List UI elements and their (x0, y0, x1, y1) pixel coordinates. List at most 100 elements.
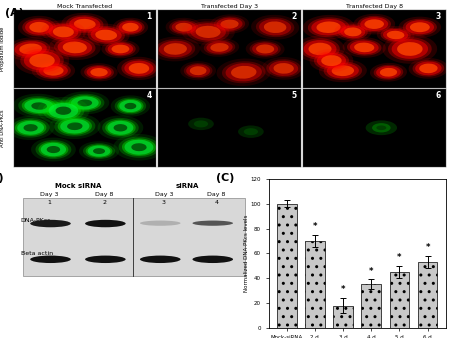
Ellipse shape (43, 66, 63, 76)
Ellipse shape (376, 66, 401, 78)
Ellipse shape (83, 24, 130, 46)
Ellipse shape (266, 59, 301, 77)
Ellipse shape (119, 100, 142, 112)
Ellipse shape (42, 100, 84, 122)
Text: Propidium Iodide: Propidium Iodide (0, 27, 5, 71)
Text: siRNA: siRNA (176, 183, 199, 189)
Ellipse shape (231, 66, 256, 79)
Ellipse shape (41, 143, 66, 156)
Ellipse shape (370, 63, 407, 82)
Ellipse shape (87, 66, 112, 78)
Ellipse shape (49, 103, 78, 119)
Ellipse shape (259, 19, 291, 35)
Ellipse shape (338, 24, 368, 40)
Ellipse shape (46, 101, 81, 120)
Ellipse shape (264, 21, 286, 33)
Ellipse shape (24, 51, 60, 70)
Ellipse shape (37, 97, 90, 124)
Ellipse shape (383, 29, 408, 41)
Ellipse shape (54, 116, 95, 137)
Ellipse shape (112, 45, 129, 53)
Ellipse shape (350, 41, 378, 54)
Text: 2: 2 (102, 200, 106, 206)
Ellipse shape (60, 119, 90, 134)
Ellipse shape (15, 120, 46, 136)
Ellipse shape (85, 220, 126, 227)
Ellipse shape (105, 120, 135, 136)
Text: 1: 1 (47, 200, 51, 206)
Ellipse shape (403, 19, 437, 36)
Title: Transfected Day 8: Transfected Day 8 (346, 4, 403, 9)
Ellipse shape (413, 60, 444, 77)
Ellipse shape (405, 20, 434, 34)
Ellipse shape (210, 43, 229, 52)
Ellipse shape (77, 99, 92, 106)
Ellipse shape (274, 63, 294, 74)
Text: 5: 5 (292, 91, 297, 100)
Text: 3: 3 (162, 200, 166, 206)
Ellipse shape (131, 143, 147, 151)
Ellipse shape (88, 146, 110, 156)
Ellipse shape (11, 40, 50, 58)
Ellipse shape (129, 63, 149, 74)
Ellipse shape (381, 28, 411, 42)
Ellipse shape (115, 97, 146, 115)
Text: Mock siRNA: Mock siRNA (55, 183, 101, 189)
Ellipse shape (399, 17, 441, 38)
Text: (A): (A) (4, 8, 23, 19)
Ellipse shape (397, 42, 423, 56)
Ellipse shape (364, 19, 384, 29)
Ellipse shape (200, 38, 239, 57)
Ellipse shape (32, 102, 47, 110)
Ellipse shape (196, 26, 220, 38)
Ellipse shape (90, 27, 122, 43)
Ellipse shape (190, 23, 226, 41)
Ellipse shape (108, 43, 133, 55)
Ellipse shape (300, 38, 340, 60)
Ellipse shape (14, 41, 47, 57)
Ellipse shape (317, 53, 346, 68)
Ellipse shape (95, 30, 117, 40)
Ellipse shape (66, 15, 104, 33)
Ellipse shape (324, 62, 362, 80)
Ellipse shape (204, 40, 235, 55)
Ellipse shape (310, 49, 353, 72)
Ellipse shape (246, 39, 284, 59)
Ellipse shape (17, 121, 44, 135)
Ellipse shape (262, 57, 306, 80)
Text: Day 3: Day 3 (155, 192, 173, 197)
Ellipse shape (30, 220, 71, 227)
Bar (361, 284, 381, 328)
Ellipse shape (222, 61, 266, 83)
Ellipse shape (58, 39, 92, 56)
Ellipse shape (250, 41, 281, 57)
Text: DNA-PKcs: DNA-PKcs (21, 218, 51, 223)
Ellipse shape (347, 39, 382, 56)
Ellipse shape (210, 15, 249, 34)
Text: *: * (425, 243, 430, 252)
Ellipse shape (93, 148, 105, 154)
Text: 4: 4 (214, 200, 218, 206)
Ellipse shape (71, 96, 99, 110)
Ellipse shape (30, 256, 71, 263)
Ellipse shape (334, 22, 371, 42)
Ellipse shape (314, 51, 349, 70)
Text: *: * (313, 222, 317, 231)
Ellipse shape (220, 20, 238, 29)
Ellipse shape (409, 58, 448, 79)
Ellipse shape (188, 118, 214, 130)
Ellipse shape (410, 22, 430, 32)
Text: *: * (397, 253, 402, 262)
Ellipse shape (372, 123, 391, 132)
Ellipse shape (366, 120, 397, 135)
Text: 2: 2 (291, 13, 297, 22)
Text: 6: 6 (436, 91, 441, 100)
Ellipse shape (166, 18, 202, 37)
Ellipse shape (87, 26, 125, 44)
Ellipse shape (251, 15, 299, 40)
Ellipse shape (116, 20, 144, 35)
Ellipse shape (23, 124, 38, 131)
Ellipse shape (354, 43, 374, 52)
Ellipse shape (332, 65, 354, 76)
Ellipse shape (184, 63, 212, 78)
